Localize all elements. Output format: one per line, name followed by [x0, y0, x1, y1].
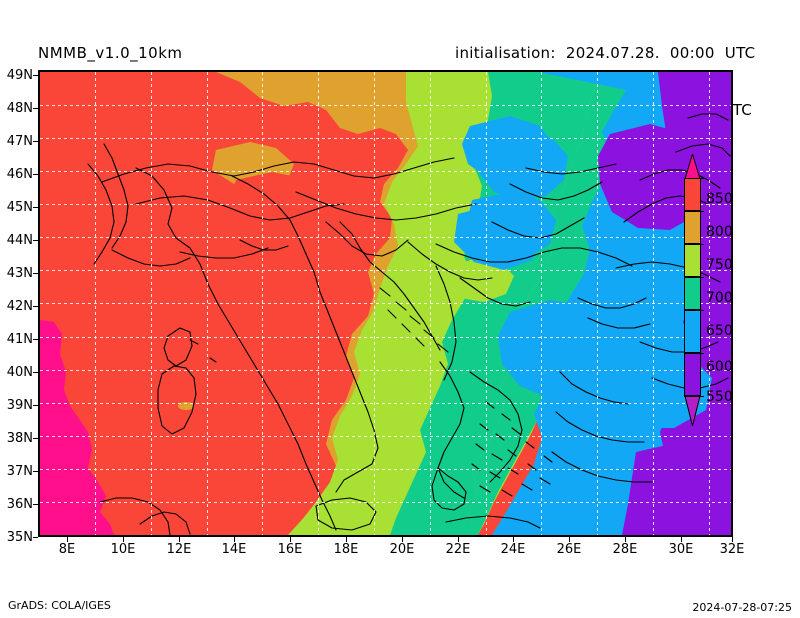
- y-tick-label: 44N: [6, 233, 33, 248]
- y-tick-label: 40N: [6, 365, 33, 380]
- colorbar: [684, 154, 701, 426]
- x-tick-label: 8E: [58, 542, 76, 557]
- y-tick-label: 42N: [6, 299, 33, 314]
- colorbar-band-750-800: [684, 211, 701, 244]
- y-tick-label: 35N: [6, 530, 33, 545]
- colorbar-label-550: 550: [706, 389, 733, 405]
- y-tick-label: 45N: [6, 200, 33, 215]
- render-timestamp: 2024-07-28-07:25: [692, 601, 792, 614]
- x-tick-label: 10E: [110, 542, 136, 557]
- x-tick-label: 16E: [277, 542, 303, 557]
- colorbar-tip-low: [684, 396, 701, 426]
- colorbar-label-850: 850: [706, 191, 733, 207]
- initialisation-time: initialisation: 2024.07.28. 00:00 UTC: [455, 44, 756, 62]
- x-tick-label: 14E: [221, 542, 247, 557]
- y-tick-label: 43N: [6, 266, 33, 281]
- map-plot-area: [38, 70, 733, 537]
- y-tick-label: 36N: [6, 497, 33, 512]
- grads-credit: GrADS: COLA/IGES: [8, 599, 111, 612]
- colorbar-band-800-850: [684, 178, 701, 211]
- y-tick-label: 38N: [6, 431, 33, 446]
- x-tick-label: 32E: [719, 542, 745, 557]
- colorbar-label-750: 750: [706, 257, 733, 273]
- colorbar-label-650: 650: [706, 323, 733, 339]
- chart-header: NMMB_v1.0_10km CSDSF W/m2 initialisation…: [0, 0, 800, 119]
- y-tick-label: 39N: [6, 398, 33, 413]
- colorbar-band-600-650: [684, 310, 701, 353]
- y-tick-label: 41N: [6, 332, 33, 347]
- colorbar-band-700-750: [684, 244, 701, 277]
- colorbar-band-650-700: [684, 277, 701, 310]
- x-tick-label: 20E: [389, 542, 415, 557]
- model-name: NMMB_v1.0_10km: [38, 44, 183, 62]
- x-tick-label: 28E: [612, 542, 638, 557]
- x-tick-label: 12E: [166, 542, 192, 557]
- x-tick-label: 18E: [333, 542, 359, 557]
- y-tick-label: 49N: [6, 68, 33, 83]
- colorbar-label-800: 800: [706, 224, 733, 240]
- y-tick-label: 37N: [6, 464, 33, 479]
- x-tick-label: 30E: [668, 542, 694, 557]
- x-tick-label: 26E: [556, 542, 582, 557]
- y-tick-label: 47N: [6, 134, 33, 149]
- colorbar-label-600: 600: [706, 359, 733, 375]
- x-tick-label: 24E: [500, 542, 526, 557]
- colorbar-band-550-600: [684, 353, 701, 396]
- colorbar-label-700: 700: [706, 290, 733, 306]
- colorbar-tip-high: [684, 154, 701, 179]
- y-tick-label: 46N: [6, 167, 33, 182]
- map-canvas: [40, 72, 731, 535]
- scalar-field-layer: [40, 72, 731, 535]
- y-tick-label: 48N: [6, 101, 33, 116]
- x-tick-label: 22E: [445, 542, 471, 557]
